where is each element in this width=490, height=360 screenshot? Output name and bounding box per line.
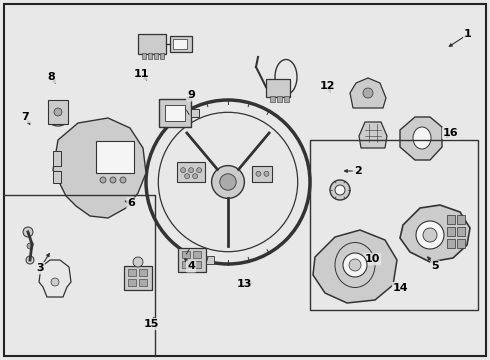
Bar bbox=[457, 215, 465, 224]
Text: 5: 5 bbox=[431, 261, 439, 271]
Bar bbox=[447, 239, 455, 248]
Text: 3: 3 bbox=[36, 263, 44, 273]
Text: 6: 6 bbox=[127, 198, 135, 208]
Bar bbox=[142, 53, 146, 59]
Bar bbox=[266, 79, 290, 97]
Circle shape bbox=[193, 174, 197, 179]
Circle shape bbox=[133, 257, 143, 267]
Text: 2: 2 bbox=[354, 166, 362, 176]
Circle shape bbox=[189, 168, 194, 173]
Bar bbox=[193, 251, 201, 258]
Text: 9: 9 bbox=[187, 90, 195, 100]
Bar bbox=[148, 53, 152, 59]
Bar bbox=[48, 100, 68, 124]
Bar bbox=[457, 227, 465, 236]
Circle shape bbox=[196, 168, 201, 173]
Polygon shape bbox=[313, 230, 397, 303]
Text: 16: 16 bbox=[443, 128, 459, 138]
Circle shape bbox=[220, 174, 236, 190]
Bar bbox=[447, 215, 455, 224]
Circle shape bbox=[212, 166, 245, 198]
Circle shape bbox=[264, 171, 269, 176]
Bar bbox=[128, 279, 136, 286]
Polygon shape bbox=[53, 118, 146, 218]
Bar bbox=[178, 248, 206, 272]
Bar bbox=[284, 96, 289, 102]
Text: 1: 1 bbox=[464, 29, 472, 39]
Bar bbox=[154, 53, 158, 59]
Bar bbox=[128, 269, 136, 276]
Text: 13: 13 bbox=[236, 279, 252, 289]
Bar bbox=[457, 239, 465, 248]
Bar bbox=[182, 251, 190, 258]
Bar bbox=[160, 53, 164, 59]
Circle shape bbox=[343, 253, 367, 277]
Bar bbox=[139, 279, 147, 286]
Polygon shape bbox=[359, 122, 387, 148]
Circle shape bbox=[363, 88, 373, 98]
Circle shape bbox=[335, 185, 345, 195]
Circle shape bbox=[256, 171, 261, 176]
Bar bbox=[182, 261, 190, 268]
Bar bbox=[165, 105, 185, 121]
Bar bbox=[193, 261, 201, 268]
Ellipse shape bbox=[413, 127, 431, 149]
Bar bbox=[173, 39, 187, 49]
Circle shape bbox=[185, 174, 190, 179]
Circle shape bbox=[23, 227, 33, 237]
Bar bbox=[277, 96, 282, 102]
Bar bbox=[206, 256, 214, 264]
Circle shape bbox=[110, 177, 116, 183]
Bar bbox=[447, 227, 455, 236]
Polygon shape bbox=[400, 117, 442, 160]
Bar bbox=[53, 151, 61, 166]
Bar bbox=[53, 171, 61, 183]
Bar bbox=[270, 96, 275, 102]
Circle shape bbox=[349, 259, 361, 271]
Text: 12: 12 bbox=[319, 81, 335, 91]
Bar bbox=[139, 269, 147, 276]
Bar bbox=[159, 99, 191, 127]
Bar bbox=[310, 140, 478, 310]
Bar bbox=[96, 141, 134, 173]
Text: 4: 4 bbox=[187, 261, 195, 271]
Bar bbox=[177, 162, 205, 182]
Circle shape bbox=[181, 168, 186, 173]
Circle shape bbox=[416, 221, 444, 249]
Text: 7: 7 bbox=[22, 112, 29, 122]
Circle shape bbox=[51, 278, 59, 286]
Circle shape bbox=[54, 108, 62, 116]
Circle shape bbox=[100, 177, 106, 183]
Text: 15: 15 bbox=[143, 319, 159, 329]
Text: 14: 14 bbox=[393, 283, 409, 293]
Bar bbox=[252, 166, 272, 182]
Circle shape bbox=[423, 228, 437, 242]
Bar bbox=[138, 34, 166, 54]
Circle shape bbox=[120, 177, 126, 183]
Bar bbox=[170, 36, 192, 52]
Circle shape bbox=[27, 243, 33, 249]
Circle shape bbox=[26, 256, 34, 264]
Polygon shape bbox=[400, 205, 470, 262]
Bar bbox=[124, 266, 152, 290]
Circle shape bbox=[330, 180, 350, 200]
Text: 10: 10 bbox=[365, 254, 380, 264]
Text: 8: 8 bbox=[48, 72, 55, 82]
Text: 11: 11 bbox=[133, 69, 149, 79]
Polygon shape bbox=[350, 78, 386, 108]
Bar bbox=[191, 109, 199, 117]
